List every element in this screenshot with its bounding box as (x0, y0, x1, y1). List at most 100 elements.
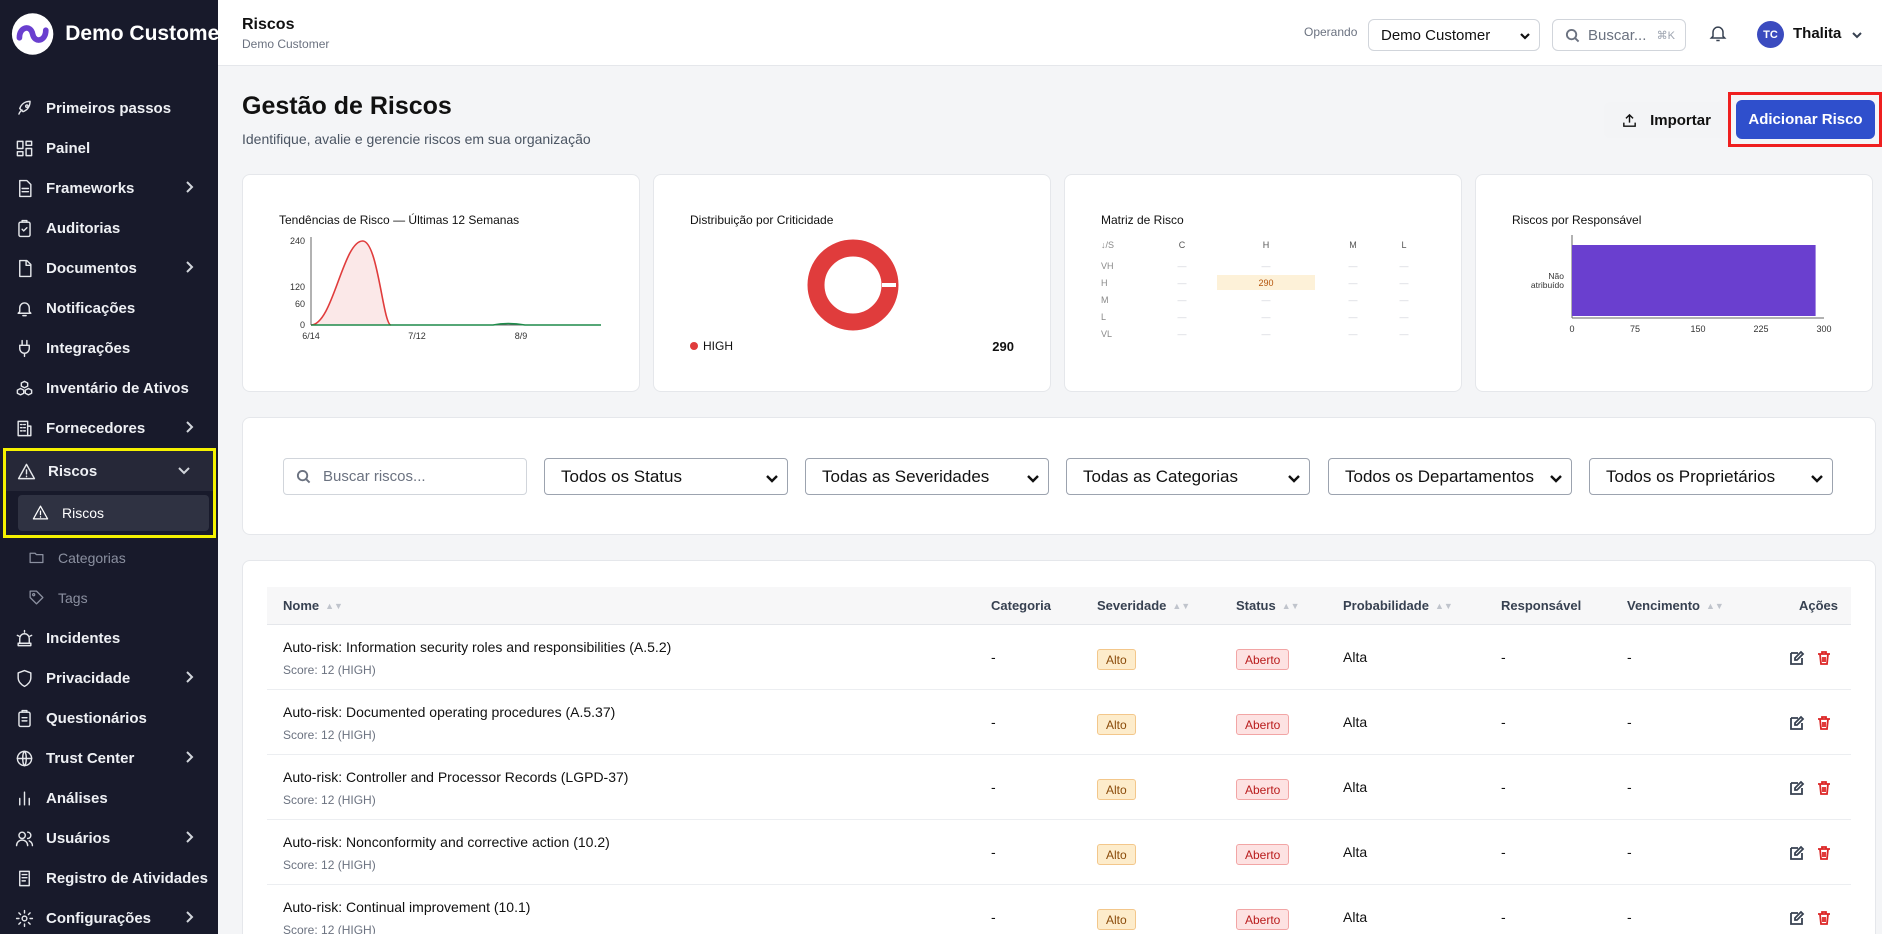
customer-select[interactable]: Demo Customer (1368, 19, 1540, 51)
matrix-cell[interactable]: — (1349, 295, 1358, 305)
trash-icon[interactable] (1816, 650, 1832, 666)
chevron-down-icon (1810, 470, 1824, 484)
matrix-cell[interactable]: — (1349, 312, 1358, 322)
matrix-cell[interactable]: — (1400, 312, 1409, 322)
topbar: Riscos Demo Customer Operando Demo Custo… (218, 0, 1882, 66)
avatar[interactable]: TC (1757, 21, 1784, 48)
risk-search-input[interactable]: Buscar riscos... (283, 458, 527, 495)
sidebar-item-label: Painel (46, 139, 91, 157)
sidebar-item-configuracoes[interactable]: Configurações (0, 898, 218, 934)
plug-icon (14, 338, 34, 358)
table-row[interactable]: Auto-risk: Continual improvement (10.1) … (267, 885, 1851, 934)
column-header-nome[interactable]: Nome ▲▼ (283, 598, 343, 613)
sort-icon: ▲▼ (1281, 600, 1300, 611)
sidebar-item-painel[interactable]: Painel (0, 128, 218, 168)
trash-icon[interactable] (1816, 780, 1832, 796)
sidebar-subitem-categorias[interactable]: Categorias (0, 538, 218, 578)
matrix-cell[interactable]: — (1178, 278, 1187, 288)
risk-due-date: - (1627, 909, 1632, 925)
sidebar-item-usuarios[interactable]: Usuários (0, 818, 218, 858)
matrix-cell[interactable]: 290 (1258, 278, 1273, 288)
upload-icon (1623, 113, 1636, 127)
department-filter-select[interactable]: Todos os Departamentos (1328, 458, 1572, 495)
sidebar-item-documentos[interactable]: Documentos (0, 248, 218, 288)
matrix-row-label: VL (1101, 329, 1112, 339)
chevron-down-icon[interactable] (1851, 28, 1863, 40)
sidebar-subitem-tags[interactable]: Tags (0, 578, 218, 618)
notifications-bell-icon[interactable] (1708, 23, 1730, 45)
trash-icon[interactable] (1816, 715, 1832, 731)
matrix-cell[interactable]: — (1400, 261, 1409, 271)
sidebar-item-integracoes[interactable]: Integrações (0, 328, 218, 368)
sidebar-item-questionarios[interactable]: Questionários (0, 698, 218, 738)
matrix-cell[interactable]: — (1178, 295, 1187, 305)
matrix-cell[interactable]: — (1178, 261, 1187, 271)
sidebar-item-frameworks[interactable]: Frameworks (0, 168, 218, 208)
table-row[interactable]: Auto-risk: Nonconformity and corrective … (267, 820, 1851, 885)
matrix-cell[interactable]: — (1178, 329, 1187, 339)
risk-name[interactable]: Auto-risk: Documented operating procedur… (283, 704, 616, 720)
matrix-cell[interactable]: — (1262, 329, 1271, 339)
matrix-cell[interactable]: — (1349, 329, 1358, 339)
sidebar-item-notificacoes[interactable]: Notificações (0, 288, 218, 328)
trash-icon[interactable] (1816, 910, 1832, 926)
edit-icon[interactable] (1789, 715, 1805, 731)
edit-icon[interactable] (1789, 780, 1805, 796)
risk-name[interactable]: Auto-risk: Controller and Processor Reco… (283, 769, 629, 785)
topbar-title: Riscos (242, 16, 295, 33)
sidebar-item-inventario[interactable]: Inventário de Ativos (0, 368, 218, 408)
brand[interactable]: Demo Customer (0, 0, 218, 68)
sidebar-item-label: Fornecedores (46, 419, 146, 437)
sidebar-item-riscos[interactable]: Riscos (6, 451, 213, 491)
select-value: Todos os Status (561, 466, 682, 486)
add-risk-button[interactable]: Adicionar Risco (1736, 100, 1875, 139)
trash-icon[interactable] (1816, 845, 1832, 861)
edit-icon[interactable] (1789, 845, 1805, 861)
legend-dot (690, 342, 698, 350)
sidebar-item-trust-center[interactable]: Trust Center (0, 738, 218, 778)
risk-name[interactable]: Auto-risk: Nonconformity and corrective … (283, 834, 610, 850)
risk-name[interactable]: Auto-risk: Information security roles an… (283, 639, 672, 655)
owner-chart-card: Riscos por Responsável Não atribuído 0 75… (1475, 174, 1873, 392)
column-header-status[interactable]: Status ▲▼ (1236, 598, 1300, 613)
sidebar-item-auditorias[interactable]: Auditorias (0, 208, 218, 248)
matrix-cell[interactable]: — (1262, 312, 1271, 322)
sort-icon: ▲▼ (325, 600, 343, 611)
column-header-severidade[interactable]: Severidade ▲▼ (1097, 598, 1190, 613)
sidebar-item-incidentes[interactable]: Incidentes (0, 618, 218, 658)
user-name[interactable]: Thalita (1793, 25, 1842, 42)
sidebar-subitem-riscos[interactable]: Riscos (18, 495, 209, 531)
column-header-probabilidade[interactable]: Probabilidade ▲▼ (1343, 598, 1453, 613)
edit-icon[interactable] (1789, 650, 1805, 666)
matrix-cell[interactable]: — (1400, 278, 1409, 288)
category-filter-select[interactable]: Todas as Categorias (1066, 458, 1310, 495)
severity-filter-select[interactable]: Todas as Severidades (805, 458, 1049, 495)
matrix-cell[interactable]: — (1400, 329, 1409, 339)
import-button[interactable]: Importar (1604, 102, 1728, 138)
owner-filter-select[interactable]: Todos os Proprietários (1589, 458, 1833, 495)
sidebar-item-analises[interactable]: Análises (0, 778, 218, 818)
matrix-cell[interactable]: — (1349, 261, 1358, 271)
matrix-cell[interactable]: — (1400, 295, 1409, 305)
sidebar-item-label: Usuários (46, 829, 111, 847)
status-filter-select[interactable]: Todos os Status (544, 458, 788, 495)
risk-category: - (991, 714, 996, 730)
table-row[interactable]: Auto-risk: Controller and Processor Reco… (267, 755, 1851, 820)
column-header-vencimento[interactable]: Vencimento ▲▼ (1627, 598, 1724, 613)
sidebar-item-privacidade[interactable]: Privacidade (0, 658, 218, 698)
risks-table: Nome ▲▼ Categoria Severidade ▲▼ Status ▲▼ P… (242, 560, 1876, 934)
table-row[interactable]: Auto-risk: Documented operating procedur… (267, 690, 1851, 755)
sidebar-item-registro-atividades[interactable]: Registro de Atividades (0, 858, 218, 898)
edit-icon[interactable] (1789, 910, 1805, 926)
global-search-input[interactable]: Buscar... ⌘K (1552, 19, 1686, 51)
matrix-cell[interactable]: — (1262, 295, 1271, 305)
table-row[interactable]: Auto-risk: Information security roles an… (267, 625, 1851, 690)
matrix-cell[interactable]: — (1262, 261, 1271, 271)
matrix-cell[interactable]: — (1349, 278, 1358, 288)
matrix-cell[interactable]: — (1178, 312, 1187, 322)
risk-name[interactable]: Auto-risk: Continual improvement (10.1) (283, 899, 531, 915)
status-badge: Aberto (1236, 714, 1290, 735)
sidebar-item-label: Questionários (46, 709, 147, 727)
sidebar-item-fornecedores[interactable]: Fornecedores (0, 408, 218, 448)
sidebar-item-primeiros-passos[interactable]: Primeiros passos (0, 88, 218, 128)
